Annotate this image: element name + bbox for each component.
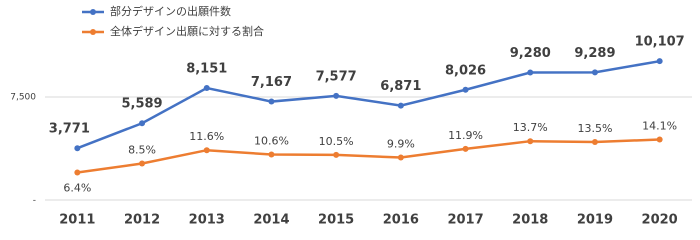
x-tick-label: 2013: [189, 213, 225, 228]
x-tick-label: 2018: [512, 213, 548, 228]
legend-label: 部分デザインの出願件数: [110, 4, 231, 18]
data-label: 10,107: [635, 35, 685, 50]
x-tick-label: 2011: [59, 213, 95, 228]
data-point: [462, 86, 469, 93]
data-label: 8.5%: [128, 144, 156, 157]
legend-marker: [90, 29, 96, 35]
data-point: [74, 169, 81, 176]
data-point: [656, 136, 663, 143]
x-tick-label: 2017: [447, 213, 483, 228]
x-tick-label: 2014: [253, 213, 289, 228]
data-label: 8,151: [186, 62, 227, 77]
data-point: [74, 145, 81, 152]
data-label: 10.6%: [254, 134, 289, 147]
data-label: 9.9%: [387, 138, 415, 151]
data-label: 7,167: [251, 75, 292, 90]
data-point: [397, 154, 404, 161]
x-tick-label: 2019: [577, 213, 613, 228]
data-label: 6,871: [380, 79, 421, 94]
data-label: 11.6%: [189, 130, 224, 143]
data-point: [527, 138, 534, 145]
data-label: 14.1%: [642, 119, 677, 132]
legend-marker: [90, 9, 96, 15]
y-tick-label: -: [33, 196, 36, 206]
data-label: 3,771: [49, 122, 90, 137]
data-point: [203, 147, 210, 154]
series-line: [76, 59, 660, 150]
series-line: [77, 138, 660, 174]
legend-label: 全体デザイン出願に対する割合: [110, 24, 264, 38]
data-label: 9,280: [510, 46, 551, 61]
data-point: [397, 102, 404, 109]
data-point: [139, 120, 146, 127]
data-label: 9,289: [574, 46, 615, 61]
data-label: 6.4%: [63, 182, 91, 195]
x-tick-label: 2016: [383, 213, 419, 228]
data-label: 5,589: [121, 97, 162, 112]
y-tick-label: 7,500: [10, 92, 36, 102]
data-point: [268, 98, 275, 105]
x-tick-label: 2020: [642, 213, 678, 228]
data-label: 11.9%: [448, 129, 483, 142]
data-point: [591, 139, 598, 146]
data-label: 7,577: [316, 69, 357, 84]
data-point: [333, 92, 340, 99]
data-label: 13.7%: [513, 121, 548, 134]
data-point: [203, 85, 210, 92]
data-point: [656, 58, 663, 65]
data-point: [268, 151, 275, 158]
data-point: [139, 160, 146, 167]
x-tick-label: 2012: [124, 213, 160, 228]
data-point: [462, 145, 469, 152]
data-point: [591, 69, 598, 76]
x-tick-label: 2015: [318, 213, 354, 228]
data-label: 8,026: [445, 63, 486, 78]
data-point: [527, 69, 534, 76]
data-point: [333, 151, 340, 158]
data-label: 10.5%: [319, 135, 354, 148]
data-label: 13.5%: [577, 122, 612, 135]
